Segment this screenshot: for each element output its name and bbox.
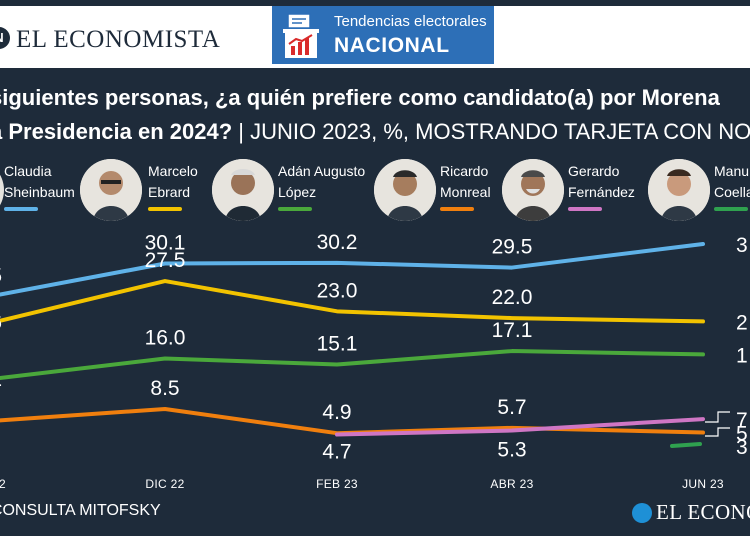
avatar — [374, 159, 436, 221]
legend-swatch — [278, 207, 312, 211]
logo-icon — [632, 503, 652, 523]
legend-label-last: Fernández — [568, 184, 635, 200]
legend-label-first: Marcelo — [148, 163, 198, 179]
data-label: 5.3 — [497, 439, 526, 462]
legend-label-first: Claudia — [4, 163, 52, 179]
avatar — [0, 159, 4, 221]
data-label: 5 — [0, 265, 2, 288]
legend-label-last: López — [278, 184, 317, 200]
label-connector — [705, 411, 730, 423]
legend-label-last: Ebrard — [148, 184, 191, 200]
chart-title-bold: a Presidencia en 2024? — [0, 119, 233, 144]
header-strip — [0, 0, 750, 6]
legend-label: Gerardo Fernández — [568, 161, 635, 203]
legend-label-first: Adán Augusto — [278, 163, 366, 179]
legend-label-first: Manu — [714, 163, 750, 179]
data-label: 8.5 — [150, 377, 179, 400]
series-line-5 — [670, 442, 702, 448]
x-tick-label: FEB 23 — [316, 477, 358, 491]
brand-logo[interactable]: EL ECONOMISTA — [16, 26, 221, 53]
legend-swatch — [4, 207, 38, 211]
series-line-4 — [335, 417, 705, 437]
x-tick-label: ABR 23 — [490, 477, 533, 491]
data-label: 22.0 — [492, 286, 533, 309]
data-label: 1 — [0, 368, 2, 391]
x-tick-label: DIC 22 — [145, 477, 184, 491]
section-badge: Tendencias electorales NACIONAL — [272, 6, 494, 64]
legend-label-first: Ricardo — [440, 163, 489, 179]
avatar — [212, 159, 274, 221]
chart-subtitle-details: | JUNIO 2023, %, MOSTRANDO TARJETA CON N… — [238, 119, 750, 144]
avatar — [80, 159, 142, 221]
legend-label: Marcelo Ebrard — [148, 161, 198, 203]
section-title-line1: Tendencias electorales — [334, 13, 487, 30]
data-label: 1 — [736, 344, 748, 367]
legend-swatch — [568, 207, 602, 211]
x-tick-label: 2 — [0, 477, 6, 491]
legend-label-last: Monreal — [440, 184, 491, 200]
data-label: 23.0 — [317, 279, 358, 302]
line-chart: 5 30.1 30.2 29.5 3 6 27.5 23.0 22.0 2 1 16.0 15.1 17.… — [0, 231, 748, 491]
label-connector — [705, 427, 730, 437]
legend-label: Manu Coella — [714, 161, 750, 203]
avatar — [502, 159, 564, 221]
legend-label: Ricardo Monreal — [440, 161, 491, 203]
data-label: 17.1 — [492, 319, 533, 342]
chart-title: siguientes personas, ¿a quién prefiere c… — [0, 85, 720, 110]
data-label: 2 — [736, 311, 748, 334]
data-label: 15.1 — [317, 333, 358, 356]
series-line-0 — [0, 242, 705, 297]
legend-swatch — [440, 207, 474, 211]
source-note: : CONSULTA MITOFSKY — [0, 502, 161, 519]
series-line-2 — [0, 349, 705, 381]
data-label: 6 — [0, 311, 2, 334]
data-label: 3 — [736, 234, 748, 257]
legend-label-last: Sheinbaum — [4, 184, 75, 200]
chart-subtitle: a Presidencia en 2024? | JUNIO 2023, %, … — [0, 119, 750, 145]
legend-label-last: Coella — [714, 184, 750, 200]
section-title-line2: NACIONAL — [334, 34, 450, 57]
data-label: 30.1 — [145, 232, 186, 255]
series-line-1 — [0, 279, 705, 324]
data-label: 5.7 — [497, 396, 526, 419]
avatar — [648, 159, 710, 221]
legend-label: Claudia Sheinbaum — [4, 161, 75, 203]
data-label: 29.5 — [492, 236, 533, 259]
data-label: 16.0 — [145, 326, 186, 349]
header-bar: N EL ECONOMISTA Tendencias electorales N… — [0, 0, 750, 68]
legend-swatch — [148, 207, 182, 211]
data-label: 7 — [736, 409, 748, 432]
data-label: 30.2 — [317, 231, 358, 254]
x-tick-label: JUN 23 — [682, 477, 724, 491]
footer-logo[interactable]: EL ECONO — [656, 500, 750, 524]
brand-mark-icon: N — [0, 27, 10, 49]
data-label: 4.7 — [322, 441, 351, 464]
data-label: 4.9 — [322, 401, 351, 424]
legend-swatch — [714, 207, 748, 211]
ballot-box-icon — [283, 13, 319, 58]
legend-label: Adán Augusto López — [278, 161, 365, 203]
legend-label-first: Gerardo — [568, 163, 620, 179]
data-label: 27.5 — [145, 249, 186, 272]
data-label: 3 — [736, 436, 748, 459]
data-label: 5 — [736, 423, 748, 446]
